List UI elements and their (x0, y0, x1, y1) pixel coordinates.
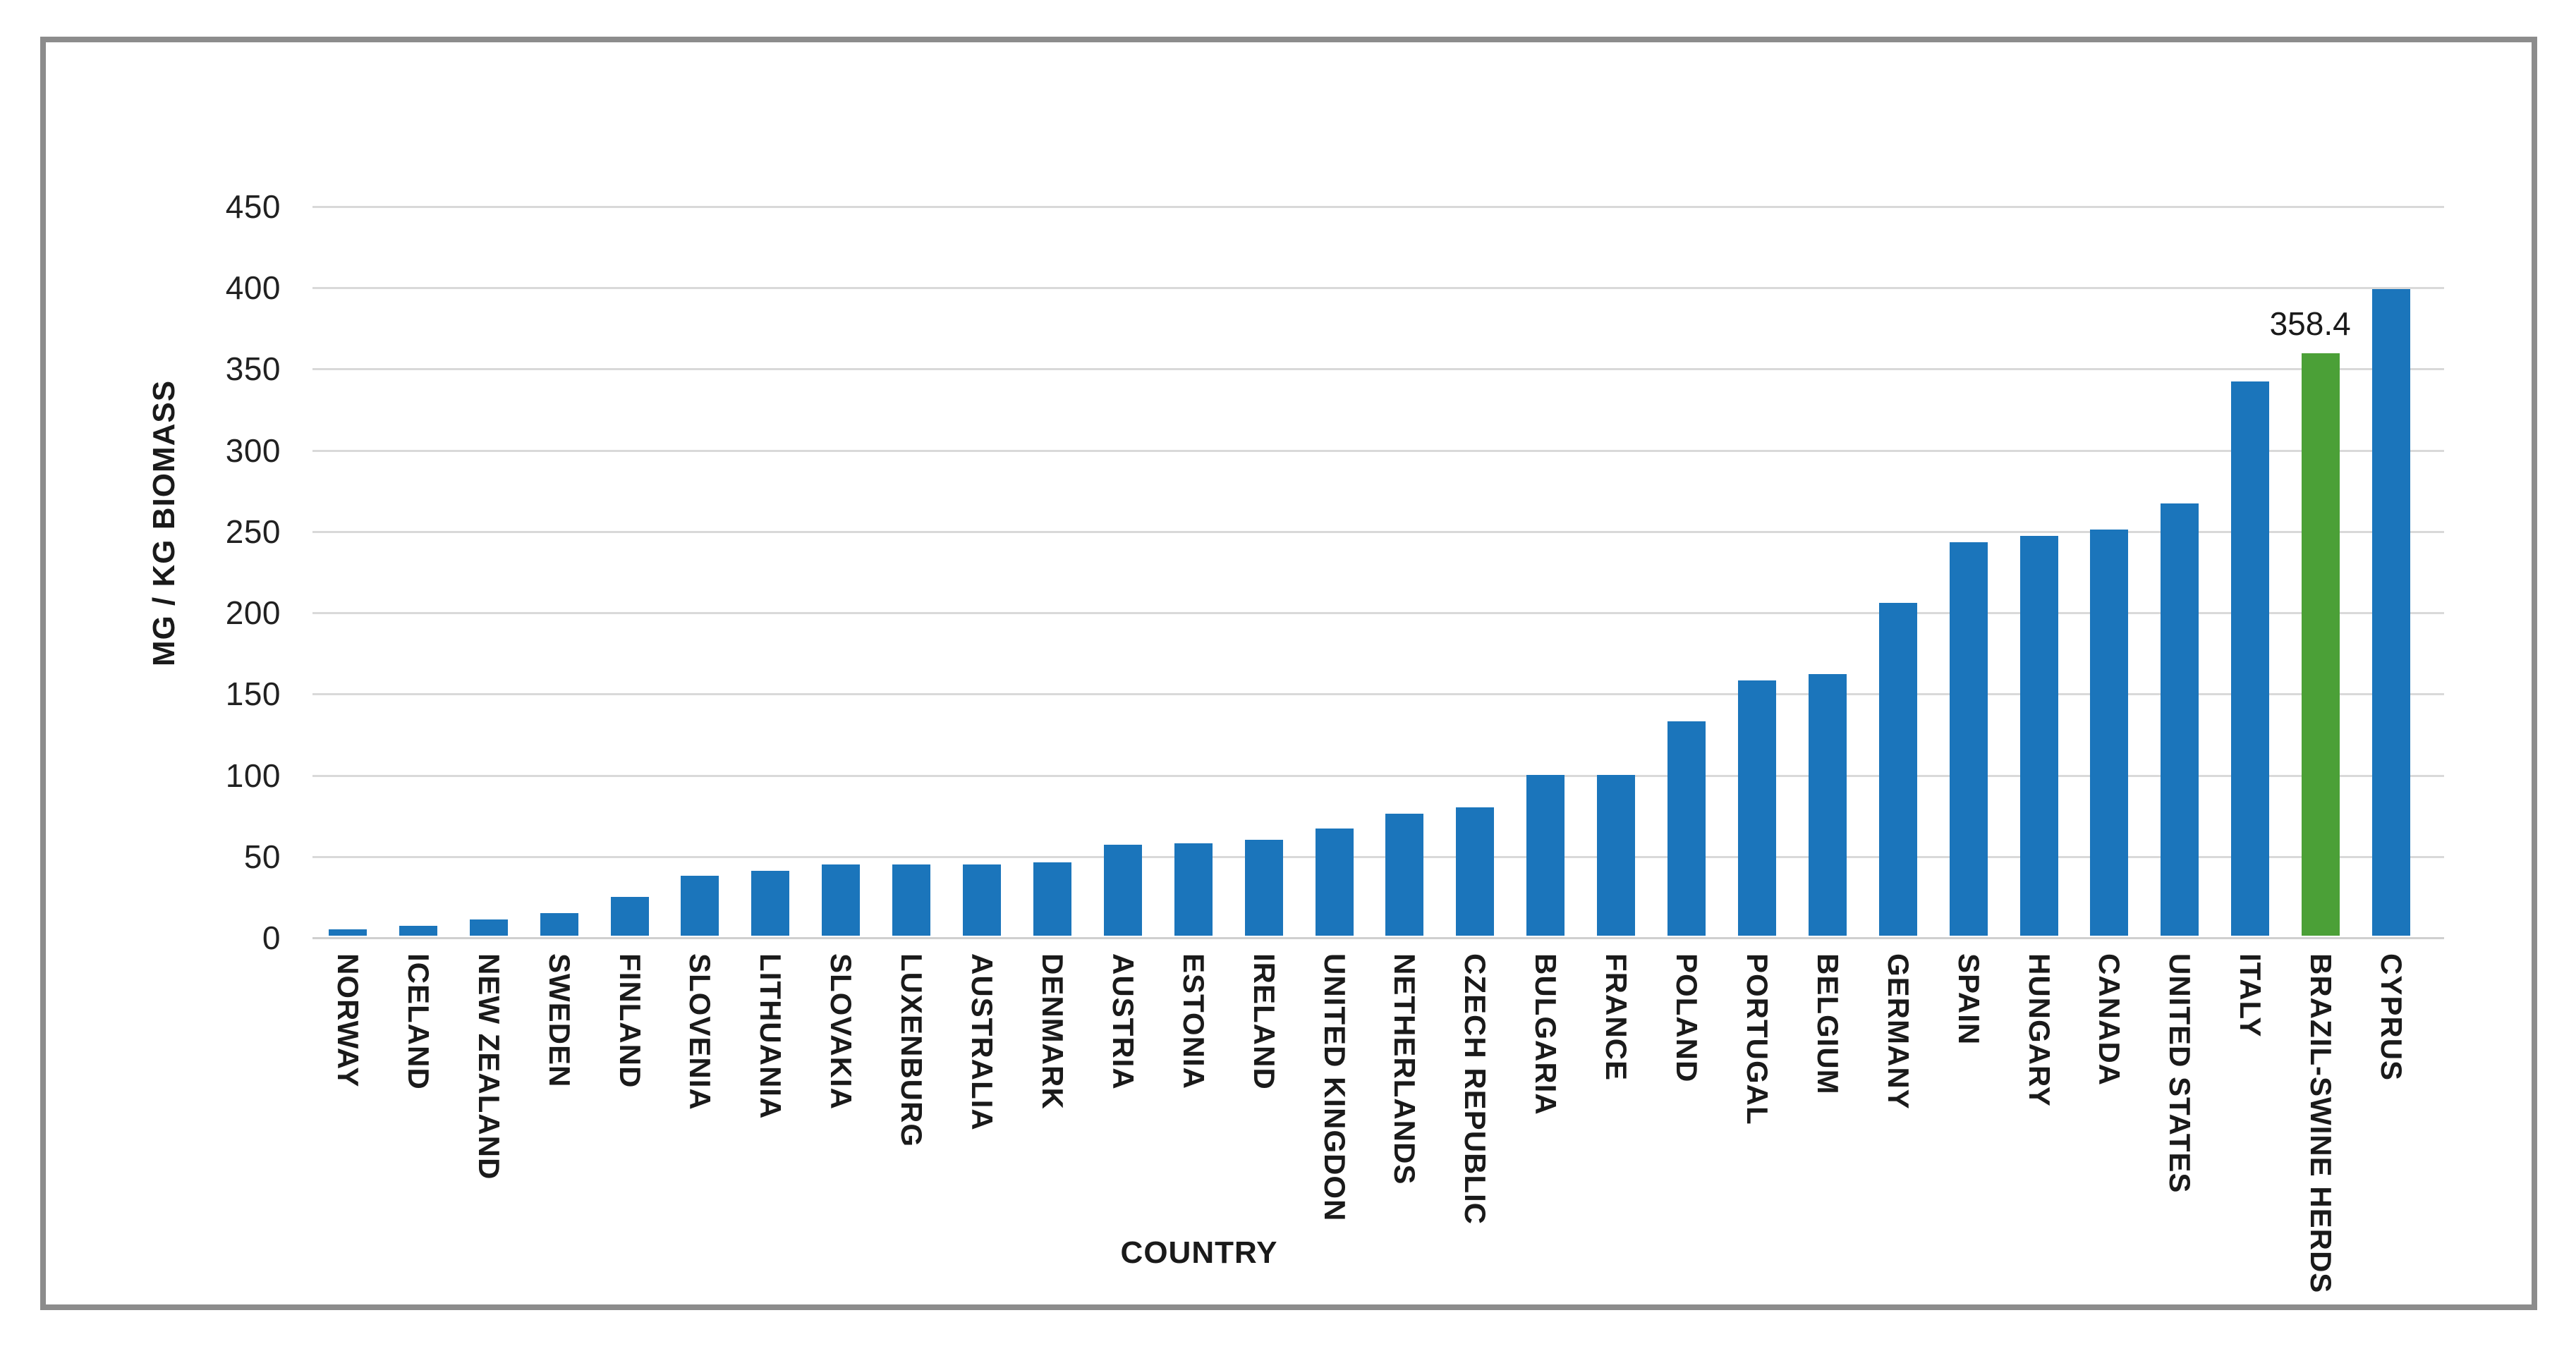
x-category-label: SPAIN (1952, 953, 1986, 1046)
x-category-label: CZECH REPUBLIC (1459, 953, 1493, 1225)
y-tick-label: 450 (225, 188, 281, 225)
bar (2161, 503, 2199, 936)
x-category-label: FRANCE (1600, 953, 1634, 1081)
bar (328, 929, 367, 936)
bar (1244, 840, 1283, 936)
bar (1456, 807, 1495, 936)
y-tick-label: 350 (225, 350, 281, 388)
gridline (312, 530, 2444, 533)
bar (1174, 843, 1213, 936)
x-category-label: LUXENBURG (895, 953, 929, 1148)
bar (822, 864, 861, 936)
x-category-label: ESTONIA (1177, 953, 1210, 1089)
data-label: 358.4 (2269, 305, 2351, 343)
bar (1315, 828, 1354, 936)
bar (1385, 814, 1424, 936)
x-category-label: LITHUANIA (754, 953, 788, 1120)
bar (2019, 536, 2058, 936)
x-category-label: FINLAND (613, 953, 647, 1089)
bar (1949, 542, 1988, 936)
x-category-label: AUSTRALIA (966, 953, 1000, 1131)
bar (1737, 680, 1776, 936)
x-category-label: PORTUGAL (1740, 953, 1774, 1125)
x-category-label: SLOVENIA (684, 953, 717, 1111)
x-category-label: DENMARK (1035, 953, 1069, 1110)
gridline (312, 612, 2444, 615)
x-category-label: ITALY (2234, 953, 2268, 1038)
x-axis-title: COUNTRY (1120, 1235, 1278, 1270)
bar (751, 870, 790, 936)
bar (469, 919, 508, 936)
x-category-label: NORWAY (331, 953, 365, 1088)
y-tick-label: 200 (225, 594, 281, 632)
gridline (312, 287, 2444, 290)
bar (540, 912, 578, 936)
plot-area (312, 206, 2444, 939)
highlight-bar (2302, 353, 2340, 936)
x-category-label: BULGARIA (1529, 953, 1563, 1115)
bar (610, 896, 649, 936)
x-category-label: UNITED KINGDON (1318, 953, 1351, 1222)
gridline (312, 855, 2444, 858)
bar (2090, 529, 2129, 936)
bar (399, 926, 437, 936)
bar (1033, 862, 1071, 936)
bar (892, 864, 931, 936)
bar (2372, 288, 2411, 936)
x-category-label: AUSTRIA (1106, 953, 1140, 1090)
bar (1667, 721, 1706, 936)
x-category-label: BRAZIL-SWINE HERDS (2304, 953, 2338, 1294)
x-axis-line (312, 937, 2444, 939)
y-tick-label: 150 (225, 676, 281, 713)
bar (2231, 381, 2270, 936)
y-tick-label: 300 (225, 432, 281, 469)
gridline (312, 693, 2444, 696)
gridline (312, 774, 2444, 777)
bar (1808, 674, 1847, 936)
gridline (312, 206, 2444, 208)
bar (1526, 774, 1565, 936)
x-category-label: BELGIUM (1811, 953, 1845, 1095)
y-tick-label: 50 (243, 838, 281, 875)
x-category-label: ICELAND (401, 953, 435, 1090)
y-tick-label: 0 (262, 919, 281, 956)
x-category-label: IRELAND (1247, 953, 1281, 1090)
x-category-label: POLAND (1670, 953, 1704, 1083)
gridline (312, 368, 2444, 371)
x-category-label: HUNGARY (2022, 953, 2056, 1107)
bar (1878, 602, 1917, 936)
x-category-label: NEW ZEALAND (472, 953, 506, 1180)
x-category-label: CYPRUS (2375, 953, 2409, 1082)
gridline (312, 449, 2444, 452)
x-category-label: SWEDEN (542, 953, 576, 1088)
x-category-label: SLOVAKIA (825, 953, 858, 1110)
bar (1597, 774, 1636, 936)
bar (963, 864, 1002, 936)
x-category-label: UNITED STATES (2163, 953, 2197, 1194)
y-tick-label: 100 (225, 757, 281, 794)
y-tick-label: 250 (225, 513, 281, 550)
x-category-label: CANADA (2093, 953, 2127, 1086)
bar (681, 875, 719, 936)
x-category-label: GERMANY (1881, 953, 1915, 1110)
bar (1103, 844, 1142, 936)
y-tick-label: 400 (225, 269, 281, 307)
x-category-label: NETHERLANDS (1388, 953, 1422, 1185)
